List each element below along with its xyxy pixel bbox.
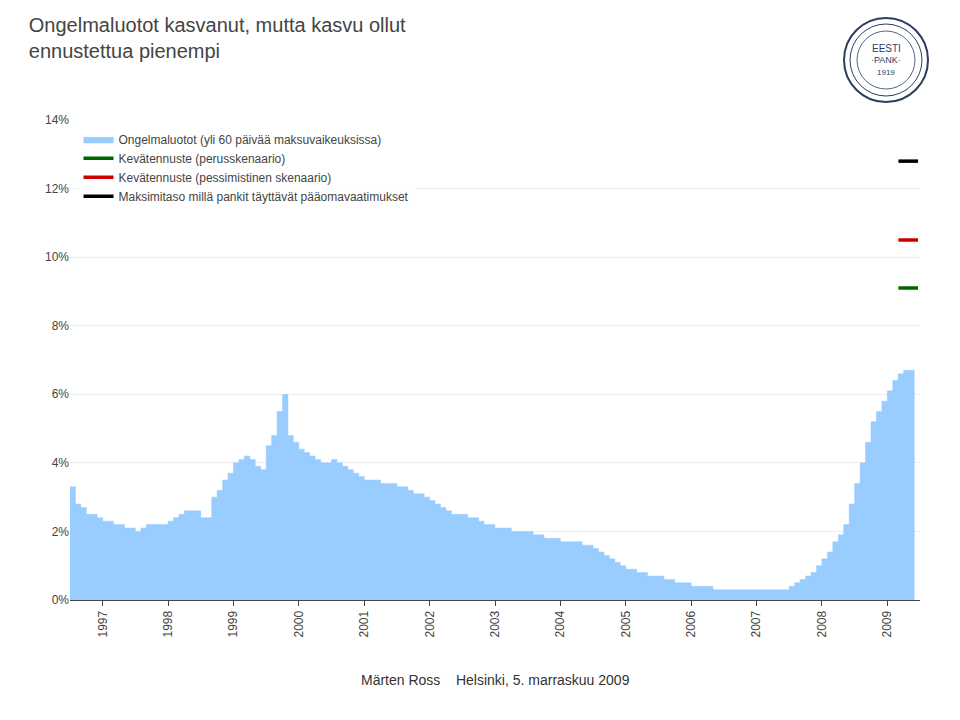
svg-text:2005: 2005 [619,610,633,637]
svg-text:Ongelmaluotot kasvanut, mutta: Ongelmaluotot kasvanut, mutta kasvu ollu… [29,14,406,62]
svg-text:1999: 1999 [226,610,240,637]
svg-text:Maksimitaso millä pankit täytt: Maksimitaso millä pankit täyttävät pääom… [119,190,409,204]
svg-text:·PANK·: ·PANK· [871,55,901,65]
svg-text:Kevätennuste (pessimistinen sk: Kevätennuste (pessimistinen skenaario) [119,171,332,185]
svg-text:10%: 10% [45,250,69,264]
svg-text:Ongelmaluotot (yli 60 päivää m: Ongelmaluotot (yli 60 päivää maksuvaikeu… [119,133,382,147]
svg-text:2003: 2003 [488,610,502,637]
svg-text:12%: 12% [45,182,69,196]
svg-text:2000: 2000 [292,610,306,637]
svg-text:2007: 2007 [749,610,763,637]
svg-text:2001: 2001 [357,610,371,637]
svg-text:2002: 2002 [423,610,437,637]
svg-text:1998: 1998 [161,610,175,637]
svg-text:Kevätennuste (perusskenaario): Kevätennuste (perusskenaario) [119,152,286,166]
svg-text:4%: 4% [52,456,70,470]
svg-text:8%: 8% [52,319,70,333]
svg-text:2004: 2004 [553,610,567,637]
svg-text:0%: 0% [52,593,70,607]
svg-text:2008: 2008 [815,610,829,637]
svg-text:14%: 14% [45,113,69,127]
svg-text:1919: 1919 [877,68,895,77]
svg-text:EESTI: EESTI [872,43,901,54]
svg-text:2009: 2009 [880,610,894,637]
svg-text:2006: 2006 [684,610,698,637]
svg-text:1997: 1997 [96,610,110,637]
svg-text:6%: 6% [52,387,70,401]
svg-text:Märten Ross Helsinki, 5. ma: Märten Ross Helsinki, 5. marraskuu 2009 [361,672,630,688]
svg-text:2%: 2% [52,525,70,539]
